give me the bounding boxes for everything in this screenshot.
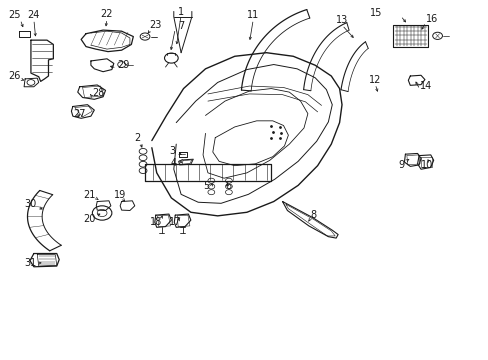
Text: 3: 3 bbox=[169, 145, 175, 156]
Text: 21: 21 bbox=[83, 190, 96, 200]
Text: 11: 11 bbox=[246, 10, 259, 20]
Text: 13: 13 bbox=[335, 15, 347, 26]
Text: 4: 4 bbox=[170, 158, 177, 168]
Text: 1: 1 bbox=[178, 7, 184, 17]
Text: 7: 7 bbox=[178, 21, 184, 31]
Text: 8: 8 bbox=[310, 210, 316, 220]
Text: 20: 20 bbox=[83, 214, 96, 224]
Text: 16: 16 bbox=[425, 14, 437, 24]
Text: 28: 28 bbox=[92, 88, 104, 98]
Text: 17: 17 bbox=[169, 217, 181, 227]
Text: 27: 27 bbox=[73, 109, 86, 119]
Text: 10: 10 bbox=[420, 159, 432, 170]
Text: 23: 23 bbox=[149, 20, 162, 30]
Text: 18: 18 bbox=[149, 217, 162, 227]
Text: 29: 29 bbox=[117, 59, 129, 69]
Text: 9: 9 bbox=[398, 159, 404, 170]
Text: 31: 31 bbox=[25, 258, 37, 268]
Text: 6: 6 bbox=[225, 181, 231, 191]
Text: 24: 24 bbox=[28, 10, 40, 20]
Text: 2: 2 bbox=[134, 133, 140, 143]
Text: 14: 14 bbox=[419, 81, 431, 91]
Text: 22: 22 bbox=[101, 9, 113, 19]
Text: 15: 15 bbox=[369, 8, 382, 18]
Text: 26: 26 bbox=[8, 71, 20, 81]
Text: 25: 25 bbox=[8, 10, 20, 20]
Text: 19: 19 bbox=[114, 190, 126, 200]
Text: 30: 30 bbox=[24, 199, 36, 210]
Text: 5: 5 bbox=[203, 181, 209, 191]
Text: 12: 12 bbox=[368, 75, 381, 85]
